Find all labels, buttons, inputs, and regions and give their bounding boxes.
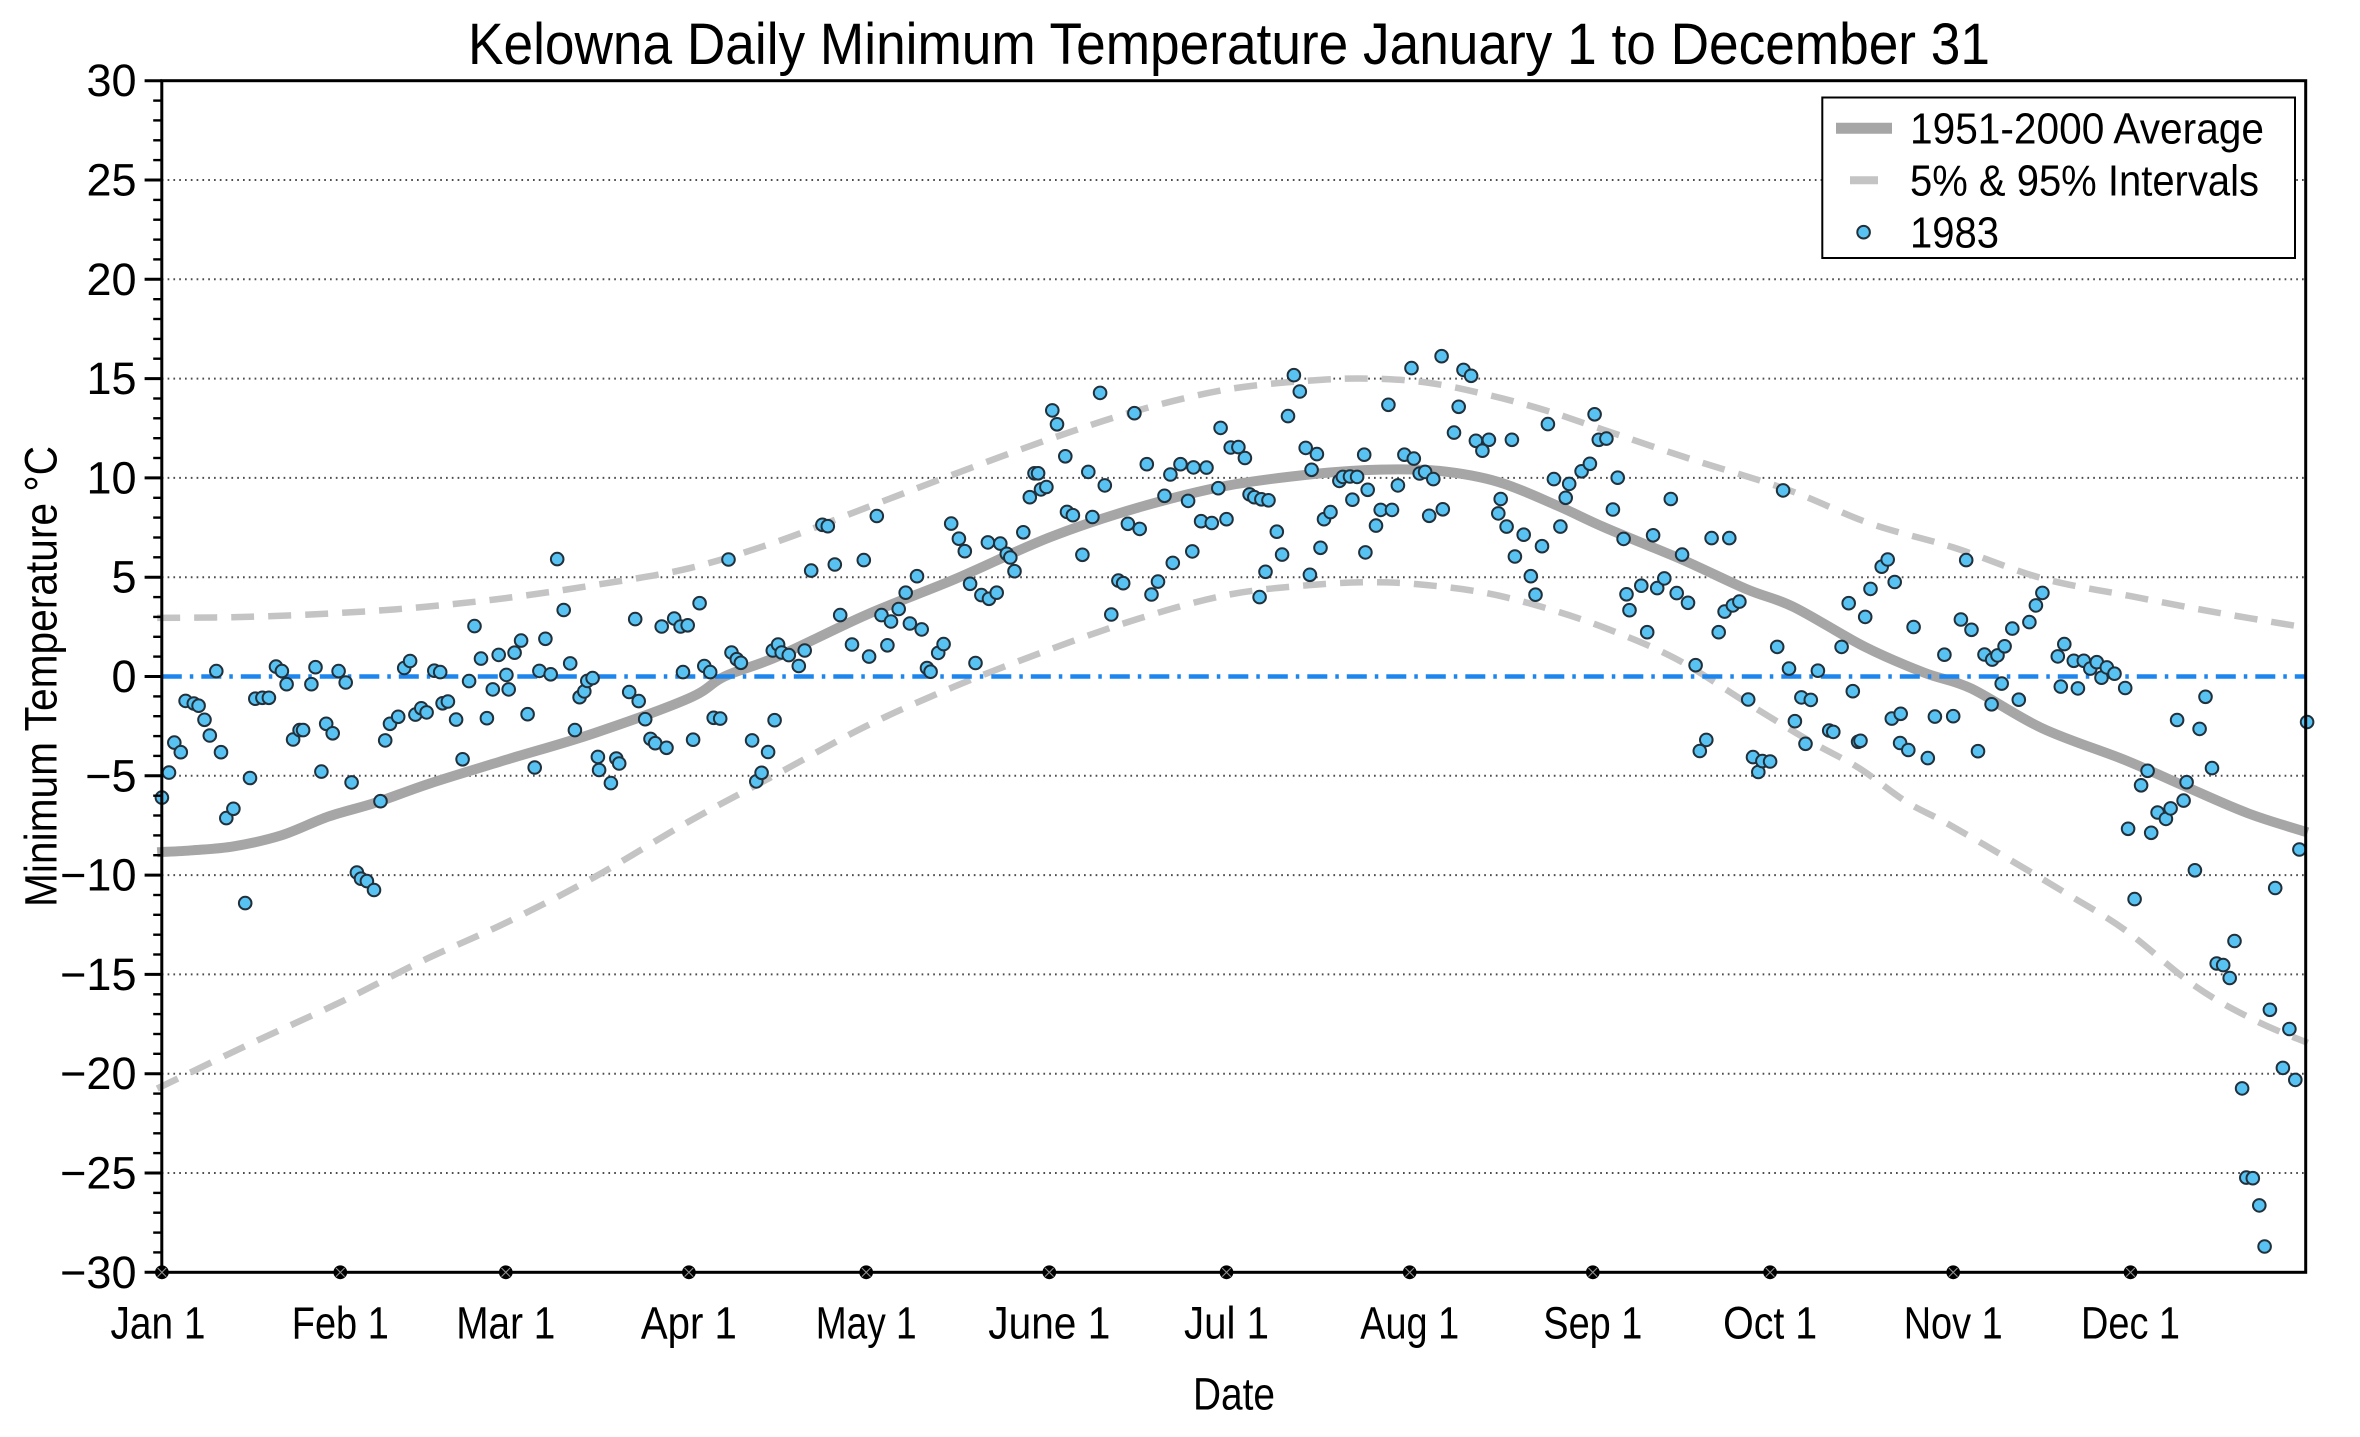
svg-text:Feb 1: Feb 1 [292,1297,389,1348]
svg-text:−5: −5 [85,750,136,801]
svg-text:Oct 1: Oct 1 [1723,1297,1817,1348]
svg-text:−25: −25 [60,1148,136,1199]
svg-text:20: 20 [86,254,136,305]
svg-text:5: 5 [111,552,136,603]
svg-text:Jul 1: Jul 1 [1184,1297,1269,1348]
svg-text:Jan 1: Jan 1 [111,1297,206,1348]
svg-text:Sep 1: Sep 1 [1543,1297,1642,1348]
svg-text:1951-2000 Average: 1951-2000 Average [1910,105,2264,154]
svg-text:15: 15 [86,353,136,404]
svg-text:Nov 1: Nov 1 [1904,1297,2003,1348]
svg-text:Kelowna Daily Minimum Temperat: Kelowna Daily Minimum Temperature Januar… [468,12,1990,77]
svg-text:10: 10 [86,452,136,503]
svg-text:Date: Date [1193,1369,1275,1420]
svg-text:25: 25 [86,155,136,206]
svg-text:−30: −30 [60,1247,136,1298]
svg-text:0: 0 [111,651,136,702]
svg-text:Minimum Temperature °C: Minimum Temperature °C [16,446,67,907]
svg-text:−20: −20 [60,1048,136,1099]
svg-text:−10: −10 [60,850,136,901]
svg-text:May 1: May 1 [816,1297,917,1348]
svg-text:June 1: June 1 [988,1297,1110,1348]
svg-text:Dec 1: Dec 1 [2081,1297,2180,1348]
svg-text:−15: −15 [60,949,136,1000]
svg-text:30: 30 [86,55,136,106]
svg-text:Aug 1: Aug 1 [1360,1297,1459,1348]
svg-text:Mar 1: Mar 1 [456,1297,555,1348]
svg-text:1983: 1983 [1910,209,1999,258]
svg-text:5% & 95% Intervals: 5% & 95% Intervals [1910,157,2259,206]
svg-text:Apr 1: Apr 1 [641,1297,737,1348]
